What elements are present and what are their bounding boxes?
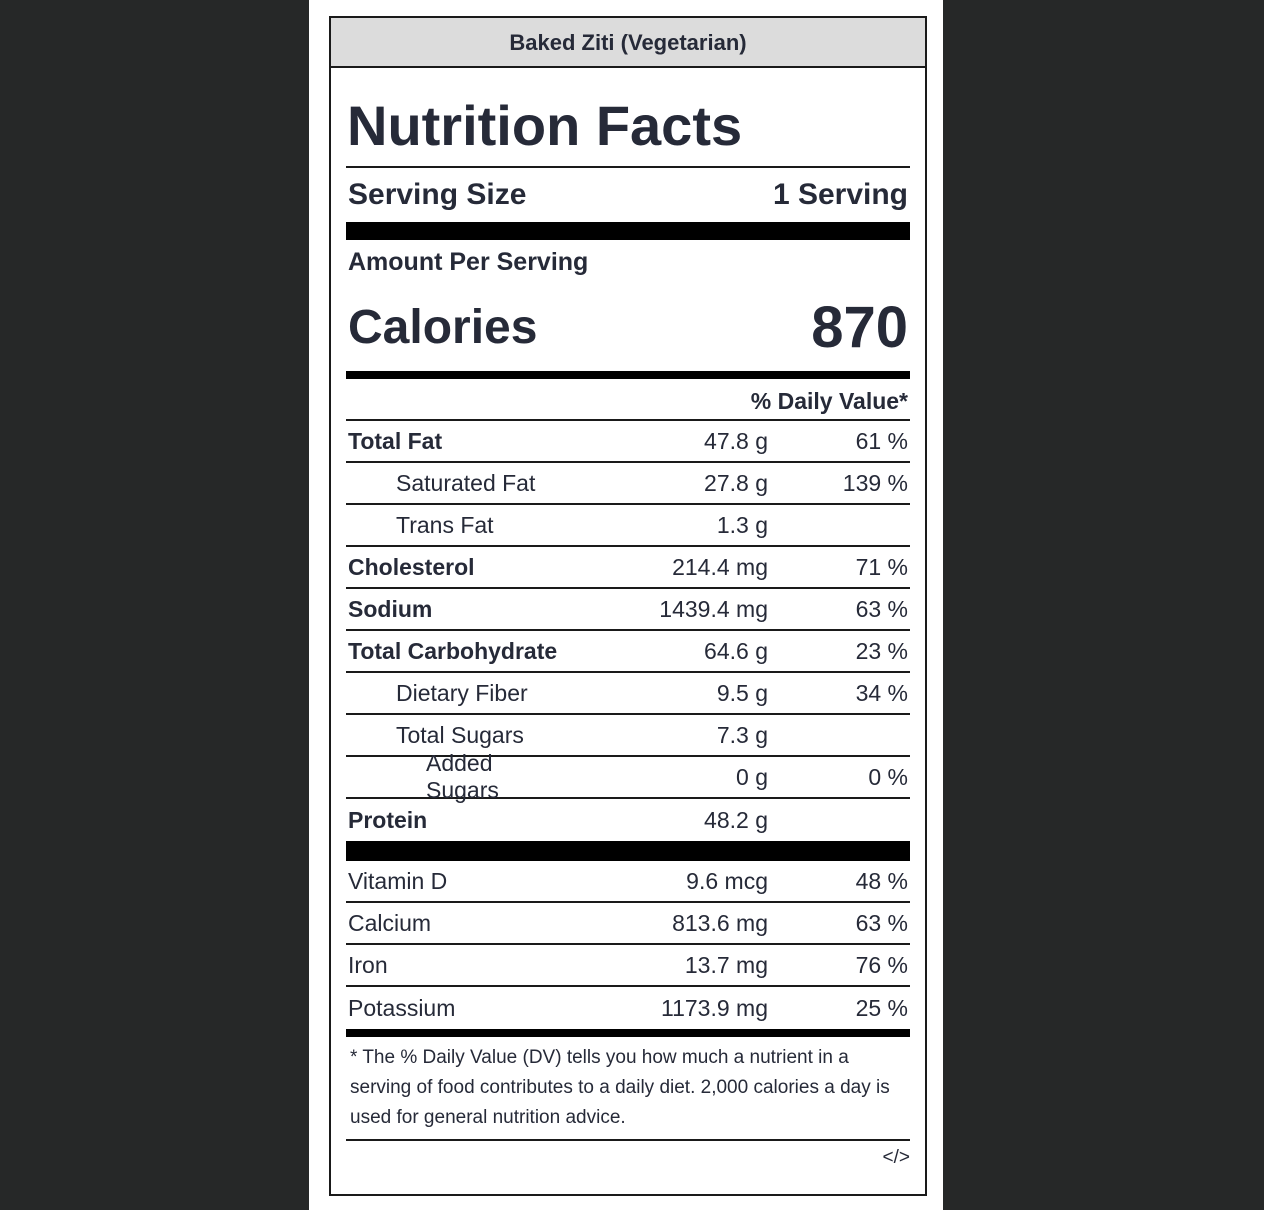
nutrient-row: Sodium 1439.4 mg 63 % [346, 589, 910, 631]
divider [346, 371, 910, 379]
recipe-title: Baked Ziti (Vegetarian) [331, 18, 925, 68]
nutrient-amount: 48.2 g [704, 806, 768, 833]
nutrient-row: Total Carbohydrate 64.6 g 23 % [346, 631, 910, 673]
nutrient-row: Calcium 813.6 mg 63 % [346, 903, 910, 945]
divider [346, 841, 910, 861]
nutrient-daily-value: 63 % [855, 595, 908, 622]
nutrient-row: Saturated Fat 27.8 g 139 % [346, 463, 910, 505]
nutrient-amount: 9.5 g [716, 679, 768, 706]
nutrient-row: Vitamin D 9.6 mcg 48 % [346, 861, 910, 903]
nutrient-amount: 64.6 g [704, 637, 768, 664]
heading: Nutrition Facts [346, 68, 910, 168]
nutrient-name: Trans Fat [396, 511, 494, 538]
amount-per-serving: Amount Per Serving [348, 248, 589, 276]
daily-value-header: % Daily Value* [346, 379, 910, 421]
nutrient-name: Total Sugars [396, 721, 524, 748]
nutrient-amount: 1439.4 mg [659, 595, 768, 622]
nutrient-row: Total Sugars 7.3 g [346, 715, 910, 757]
calories-label: Calories [348, 301, 538, 354]
nutrient-amount: 13.7 mg [684, 951, 768, 978]
nutrient-amount: 1173.9 mg [661, 994, 768, 1021]
nutrient-daily-value: 139 % [842, 469, 908, 496]
nutrient-name: Dietary Fiber [396, 679, 528, 706]
nutrient-name: Cholesterol [348, 553, 475, 580]
nutrient-amount: 7.3 g [716, 721, 768, 748]
nutrient-daily-value: 0 % [868, 763, 908, 790]
nutrient-name: Potassium [348, 994, 456, 1021]
footnote: * The % Daily Value (DV) tells you how m… [346, 1037, 910, 1141]
nutrient-daily-value: 71 % [855, 553, 908, 580]
nutrient-amount: 0 g [736, 763, 768, 790]
nutrient-name: Added Sugars [426, 750, 499, 803]
nutrient-daily-value: 25 % [855, 994, 908, 1021]
nutrition-label: Baked Ziti (Vegetarian) Nutrition Facts … [329, 16, 927, 1196]
divider [346, 222, 910, 240]
nutrient-name: Iron [348, 951, 388, 978]
embed-button[interactable]: </> [882, 1147, 910, 1168]
nutrient-name: Saturated Fat [396, 469, 536, 496]
nutrient-row: Total Fat 47.8 g 61 % [346, 421, 910, 463]
nutrient-row: Protein 48.2 g [346, 799, 910, 841]
calories-row: Calories 870 [346, 284, 910, 371]
serving-size-label: Serving Size [348, 178, 527, 211]
nutrient-name: Calcium [348, 909, 432, 936]
vitamin-list: Vitamin D 9.6 mcg 48 % Calcium 813.6 mg 63 % I… [346, 861, 910, 1029]
nutrient-list: Total Fat 47.8 g 61 % Saturated Fat 27.8 g 13… [346, 421, 910, 841]
calories-value: 870 [811, 295, 908, 360]
nutrient-row: Cholesterol 214.4 mg 71 % [346, 547, 910, 589]
nutrient-row: Dietary Fiber 9.5 g 34 % [346, 673, 910, 715]
nutrient-daily-value: 34 % [855, 679, 908, 706]
serving-row: Serving Size 1 Serving [346, 168, 910, 222]
nutrient-name: Total Carbohydrate [348, 637, 558, 664]
nutrient-name: Protein [348, 806, 428, 833]
nutrient-amount: 47.8 g [704, 427, 768, 454]
divider [346, 1029, 910, 1037]
nutrient-row: Potassium 1173.9 mg 25 % [346, 987, 910, 1029]
nutrient-row: Added Sugars 0 g 0 % [346, 750, 910, 803]
nutrient-row: Trans Fat 1.3 g [346, 505, 910, 547]
nutrient-name: Vitamin D [348, 867, 448, 894]
nutrient-amount: 813.6 mg [672, 909, 768, 936]
nutrient-row: Iron 13.7 mg 76 % [346, 945, 910, 987]
nutrient-daily-value: 61 % [855, 427, 908, 454]
nutrient-daily-value: 48 % [855, 867, 908, 894]
nutrient-amount: 1.3 g [716, 511, 768, 538]
serving-size: 1 Serving [772, 178, 908, 211]
nutrient-name: Total Fat [348, 427, 443, 454]
nutrient-daily-value: 23 % [855, 637, 908, 664]
label-content: Nutrition Facts Serving Size 1 Serving A… [346, 68, 910, 1175]
label-panel: Baked Ziti (Vegetarian) Nutrition Facts … [309, 0, 943, 1210]
nutrient-name: Sodium [348, 595, 433, 622]
nutrient-amount: 9.6 mcg [686, 867, 768, 894]
nutrient-daily-value: 63 % [855, 909, 908, 936]
nutrient-daily-value: 76 % [855, 951, 908, 978]
nutrient-amount: 27.8 g [704, 469, 768, 496]
nutrient-amount: 214.4 mg [672, 553, 768, 580]
